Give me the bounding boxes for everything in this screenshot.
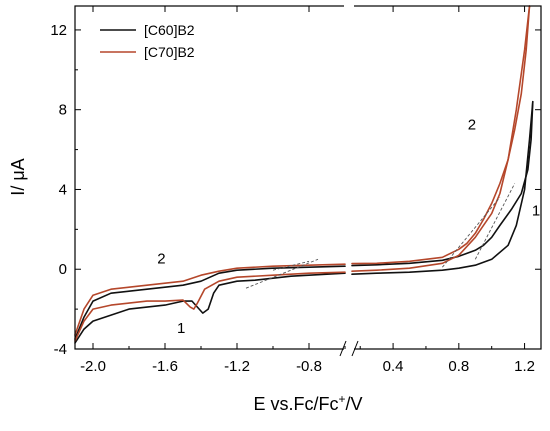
series-0-trace-0 [74,272,346,344]
x-tick-label: -2.0 [80,358,106,375]
cycle-number-label-2: 2 [468,117,476,134]
tangent-line-3 [474,183,516,260]
cycle-number-label-0: 2 [157,250,165,267]
curves-group [74,5,534,344]
legend-label-c70: [C70]B2 [144,44,195,60]
x-tick-label: 1.2 [514,358,535,375]
tangent-line-2 [442,197,501,268]
legend: [C60]B2 [C70]B2 [100,22,195,60]
series-0-trace-3 [351,100,534,267]
series-1-trace-3 [351,5,531,265]
annotations: 2 1 2 1 [157,117,540,337]
legend-label-c60: [C60]B2 [144,22,195,38]
y-tick-label: -4 [54,341,67,358]
x-tick-label: 0.8 [448,358,469,375]
x-tick-label: -1.6 [152,358,178,375]
series-1-trace-2 [351,5,531,272]
tangent-line-0 [245,258,319,289]
x-axis-ticks: -2.0 -1.6 -1.2 -0.8 0.4 0.8 1.2 [80,6,535,375]
cycle-number-label-1: 1 [177,320,185,337]
plot-frame [74,5,542,350]
cycle-number-label-3: 1 [532,202,540,219]
series-0-trace-2 [351,100,534,275]
x-axis-title: E vs.Fc/Fc+/V [253,392,362,414]
x-tick-label: -0.8 [296,358,322,375]
x-tick-label: -1.2 [224,358,250,375]
y-tick-label: 0 [59,261,67,278]
y-tick-label: 12 [50,22,67,39]
tangent-lines-group [245,183,516,289]
y-tick-label: 8 [59,102,67,119]
y-axis-title: I/ μA [8,158,28,195]
y-tick-label: 4 [59,181,67,198]
axis-break-marker [339,0,359,357]
series-1-trace-1 [74,263,346,336]
tangent-line-1 [272,260,310,271]
series-1-trace-0 [74,271,346,342]
x-tick-label: 0.4 [383,358,404,375]
series-0-trace-1 [74,265,346,340]
